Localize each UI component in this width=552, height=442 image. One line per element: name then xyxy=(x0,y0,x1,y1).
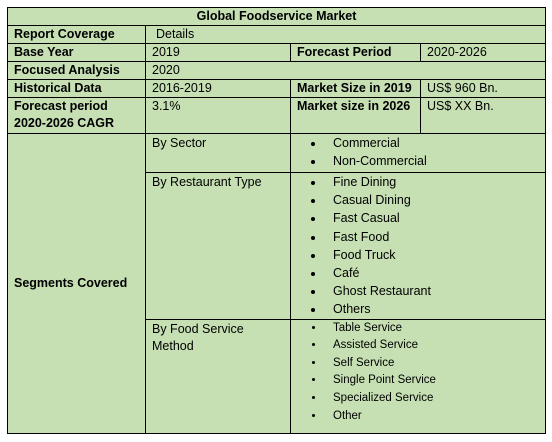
cell: Report Coverage xyxy=(7,25,146,44)
group-items: CommercialNon-Commercial xyxy=(289,133,547,173)
table-title: Global Foodservice Market xyxy=(6,7,547,26)
list-item: Casual Dining xyxy=(325,191,539,209)
cell: Market size in 2026 xyxy=(290,97,421,134)
group-name: By Food Service Method xyxy=(145,318,291,434)
segments-label: Segments Covered xyxy=(7,133,146,434)
cell: 2016-2019 xyxy=(145,79,291,98)
group-items: Table ServiceAssisted ServiceSelf Servic… xyxy=(289,318,547,434)
list-item: Specialized Service xyxy=(325,390,539,408)
cell: 2019 xyxy=(145,43,291,62)
cell: 3.1% xyxy=(145,97,291,134)
item-list: CommercialNon-Commercial xyxy=(297,135,539,171)
cell: Market Size in 2019 xyxy=(290,79,421,98)
list-item: Self Service xyxy=(325,355,539,373)
list-item: Food Truck xyxy=(325,246,539,264)
cell: Forecast period 2020-2026 CAGR xyxy=(7,97,146,134)
list-item: Table Service xyxy=(325,320,539,337)
list-item: Assisted Service xyxy=(325,337,539,355)
list-item: Ghost Restaurant xyxy=(325,282,539,300)
list-item: Fine Dining xyxy=(325,173,539,191)
cell: 2020-2026 xyxy=(419,43,547,62)
list-item: Others xyxy=(325,300,539,318)
group-items: Fine DiningCasual DiningFast CasualFast … xyxy=(289,172,547,320)
item-list: Fine DiningCasual DiningFast CasualFast … xyxy=(297,173,539,318)
group-name: By Restaurant Type xyxy=(145,172,291,320)
cell: Historical Data xyxy=(7,79,146,98)
group-name: By Sector xyxy=(145,133,291,173)
list-item: Commercial xyxy=(325,135,539,153)
cell: Base Year xyxy=(7,43,146,62)
list-item: Single Point Service xyxy=(325,372,539,390)
list-item: Café xyxy=(325,264,539,282)
cell: Focused Analysis xyxy=(7,61,146,80)
info-table: Global Foodservice Market Report Coverag… xyxy=(6,7,547,434)
cell: US$ 960 Bn. xyxy=(419,79,547,98)
cell: Details xyxy=(144,25,547,44)
list-item: Fast Food xyxy=(325,228,539,246)
cell: 2020 xyxy=(144,61,547,80)
list-item: Non-Commercial xyxy=(325,152,539,170)
list-item: Other xyxy=(325,408,539,426)
cell: US$ XX Bn. xyxy=(419,97,547,134)
item-list: Table ServiceAssisted ServiceSelf Servic… xyxy=(297,320,539,426)
cell: Forecast Period xyxy=(290,43,421,62)
list-item: Fast Casual xyxy=(325,209,539,227)
